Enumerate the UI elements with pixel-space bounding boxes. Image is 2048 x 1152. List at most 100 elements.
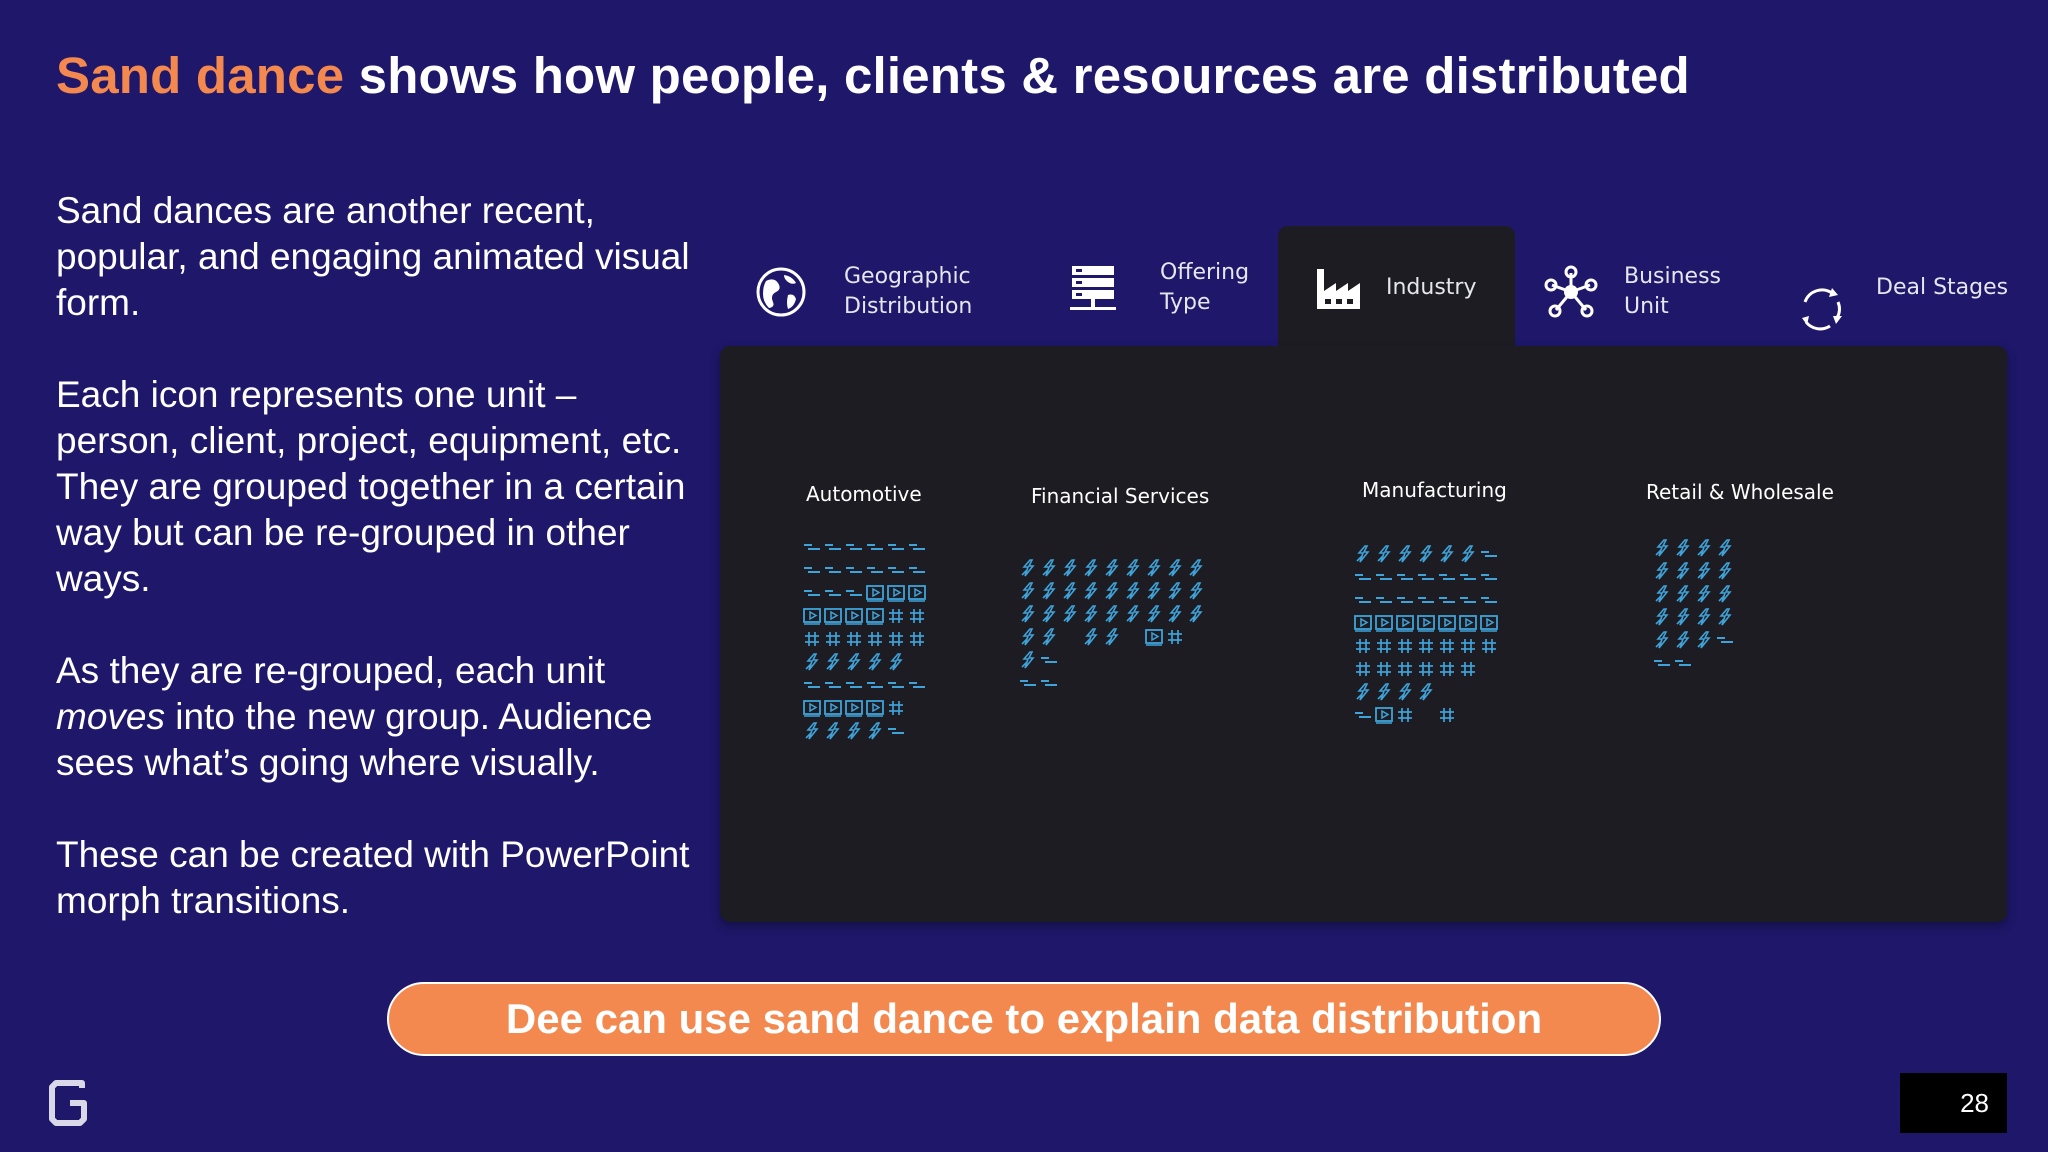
globe-icon bbox=[756, 267, 806, 317]
lightning-icon bbox=[1102, 604, 1123, 623]
group-label-retail-wholesale: Retail & Wholesale bbox=[1646, 480, 1834, 504]
tab-industry[interactable]: Industry bbox=[1278, 226, 1515, 350]
network-icon bbox=[1544, 265, 1598, 318]
lightning-icon bbox=[1673, 584, 1694, 603]
tab-label: Offering Type bbox=[1160, 260, 1250, 315]
lightning-icon bbox=[1416, 544, 1437, 563]
unit-gap bbox=[1416, 706, 1437, 724]
lightning-icon bbox=[1165, 558, 1186, 577]
dash-icon bbox=[823, 584, 844, 602]
play-icon bbox=[823, 607, 844, 625]
grid-icon bbox=[1353, 660, 1374, 678]
lightning-icon bbox=[1018, 604, 1039, 623]
server-icon bbox=[1070, 266, 1116, 310]
unit-row bbox=[1353, 657, 1500, 680]
lightning-icon bbox=[1673, 561, 1694, 580]
lightning-icon bbox=[1186, 604, 1207, 623]
grid-icon bbox=[865, 630, 886, 648]
dash-icon bbox=[1353, 706, 1374, 724]
dash-icon bbox=[1039, 651, 1060, 669]
lightning-icon bbox=[823, 652, 844, 671]
lightning-icon bbox=[1060, 558, 1081, 577]
unit-row bbox=[802, 535, 928, 558]
lightning-icon bbox=[1694, 607, 1715, 626]
dash-icon bbox=[1353, 591, 1374, 609]
play-icon bbox=[1395, 614, 1416, 632]
lightning-icon bbox=[1186, 581, 1207, 600]
dash-icon bbox=[1479, 568, 1500, 586]
dash-icon bbox=[1652, 654, 1673, 672]
grid-icon bbox=[1437, 660, 1458, 678]
lightning-icon bbox=[1165, 581, 1186, 600]
lightning-icon bbox=[1102, 558, 1123, 577]
unit-row bbox=[1353, 588, 1500, 611]
dash-icon bbox=[823, 561, 844, 579]
tab-label: Geographic Distribution bbox=[844, 264, 973, 319]
dash-icon bbox=[865, 676, 886, 694]
lightning-icon bbox=[1081, 627, 1102, 646]
lightning-icon bbox=[865, 721, 886, 740]
play-icon bbox=[1144, 628, 1165, 646]
unit-row bbox=[1018, 648, 1207, 671]
lightning-icon bbox=[1144, 558, 1165, 577]
unit-row bbox=[1018, 556, 1207, 579]
play-icon bbox=[865, 699, 886, 717]
dash-icon bbox=[1479, 545, 1500, 563]
lightning-icon bbox=[1694, 538, 1715, 557]
lightning-icon bbox=[1673, 607, 1694, 626]
grid-icon bbox=[823, 630, 844, 648]
grid-icon bbox=[1416, 660, 1437, 678]
dash-icon bbox=[1039, 674, 1060, 692]
dash-icon bbox=[886, 722, 907, 740]
lightning-icon bbox=[1652, 584, 1673, 603]
unit-row bbox=[802, 673, 928, 696]
lightning-icon bbox=[1123, 604, 1144, 623]
lightning-icon bbox=[1018, 627, 1039, 646]
grid-icon bbox=[886, 607, 907, 625]
dash-icon bbox=[1479, 591, 1500, 609]
factory-icon bbox=[1317, 269, 1360, 309]
cycle-icon bbox=[1802, 288, 1842, 331]
paragraph-4: These can be created with PowerPoint mor… bbox=[56, 834, 690, 921]
units-automotive bbox=[802, 535, 928, 742]
lightning-icon bbox=[802, 721, 823, 740]
lightning-icon bbox=[1353, 682, 1374, 701]
lightning-icon bbox=[1039, 604, 1060, 623]
lightning-icon bbox=[1123, 581, 1144, 600]
lightning-icon bbox=[1018, 650, 1039, 669]
tab-label: Business Unit bbox=[1624, 264, 1722, 319]
play-icon bbox=[1458, 614, 1479, 632]
tab-business-unit[interactable]: Business Unit bbox=[1544, 262, 1721, 322]
unit-row bbox=[1353, 680, 1500, 703]
dash-icon bbox=[1437, 591, 1458, 609]
dash-icon bbox=[1458, 591, 1479, 609]
lightning-icon bbox=[1353, 544, 1374, 563]
unit-row bbox=[1652, 536, 1736, 559]
play-icon bbox=[823, 699, 844, 717]
grid-icon bbox=[1353, 637, 1374, 655]
unit-gap bbox=[1123, 628, 1144, 646]
group-label-financial-services: Financial Services bbox=[1031, 484, 1210, 508]
unit-row bbox=[802, 581, 928, 604]
dash-icon bbox=[844, 676, 865, 694]
group-label-manufacturing: Manufacturing bbox=[1362, 478, 1507, 502]
paragraph-2: Each icon represents one unit – person, … bbox=[56, 374, 686, 599]
paragraph-1: Sand dances are another recent, popular,… bbox=[56, 190, 690, 323]
unit-row bbox=[1652, 651, 1736, 674]
unit-row bbox=[1652, 628, 1736, 651]
unit-row bbox=[1018, 625, 1207, 648]
grid-icon bbox=[886, 630, 907, 648]
lightning-icon bbox=[1673, 538, 1694, 557]
dash-icon bbox=[1018, 674, 1039, 692]
tab-label: Deal Stages bbox=[1876, 275, 2009, 300]
lightning-icon bbox=[823, 721, 844, 740]
lightning-icon bbox=[1395, 544, 1416, 563]
lightning-icon bbox=[865, 652, 886, 671]
paragraph-3-pre: As they are re-grouped, each unit bbox=[56, 650, 606, 691]
dash-icon bbox=[865, 561, 886, 579]
grid-icon bbox=[1458, 637, 1479, 655]
dash-icon bbox=[802, 584, 823, 602]
tab-geographic-distribution[interactable]: Geographic Distribution bbox=[754, 262, 972, 322]
tab-deal-stages[interactable]: Deal Stages bbox=[1796, 262, 2008, 334]
tab-offering-type[interactable]: Offering Type bbox=[1068, 258, 1249, 318]
